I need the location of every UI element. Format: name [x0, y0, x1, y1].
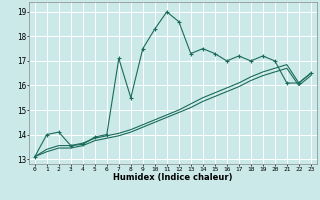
- X-axis label: Humidex (Indice chaleur): Humidex (Indice chaleur): [113, 173, 233, 182]
